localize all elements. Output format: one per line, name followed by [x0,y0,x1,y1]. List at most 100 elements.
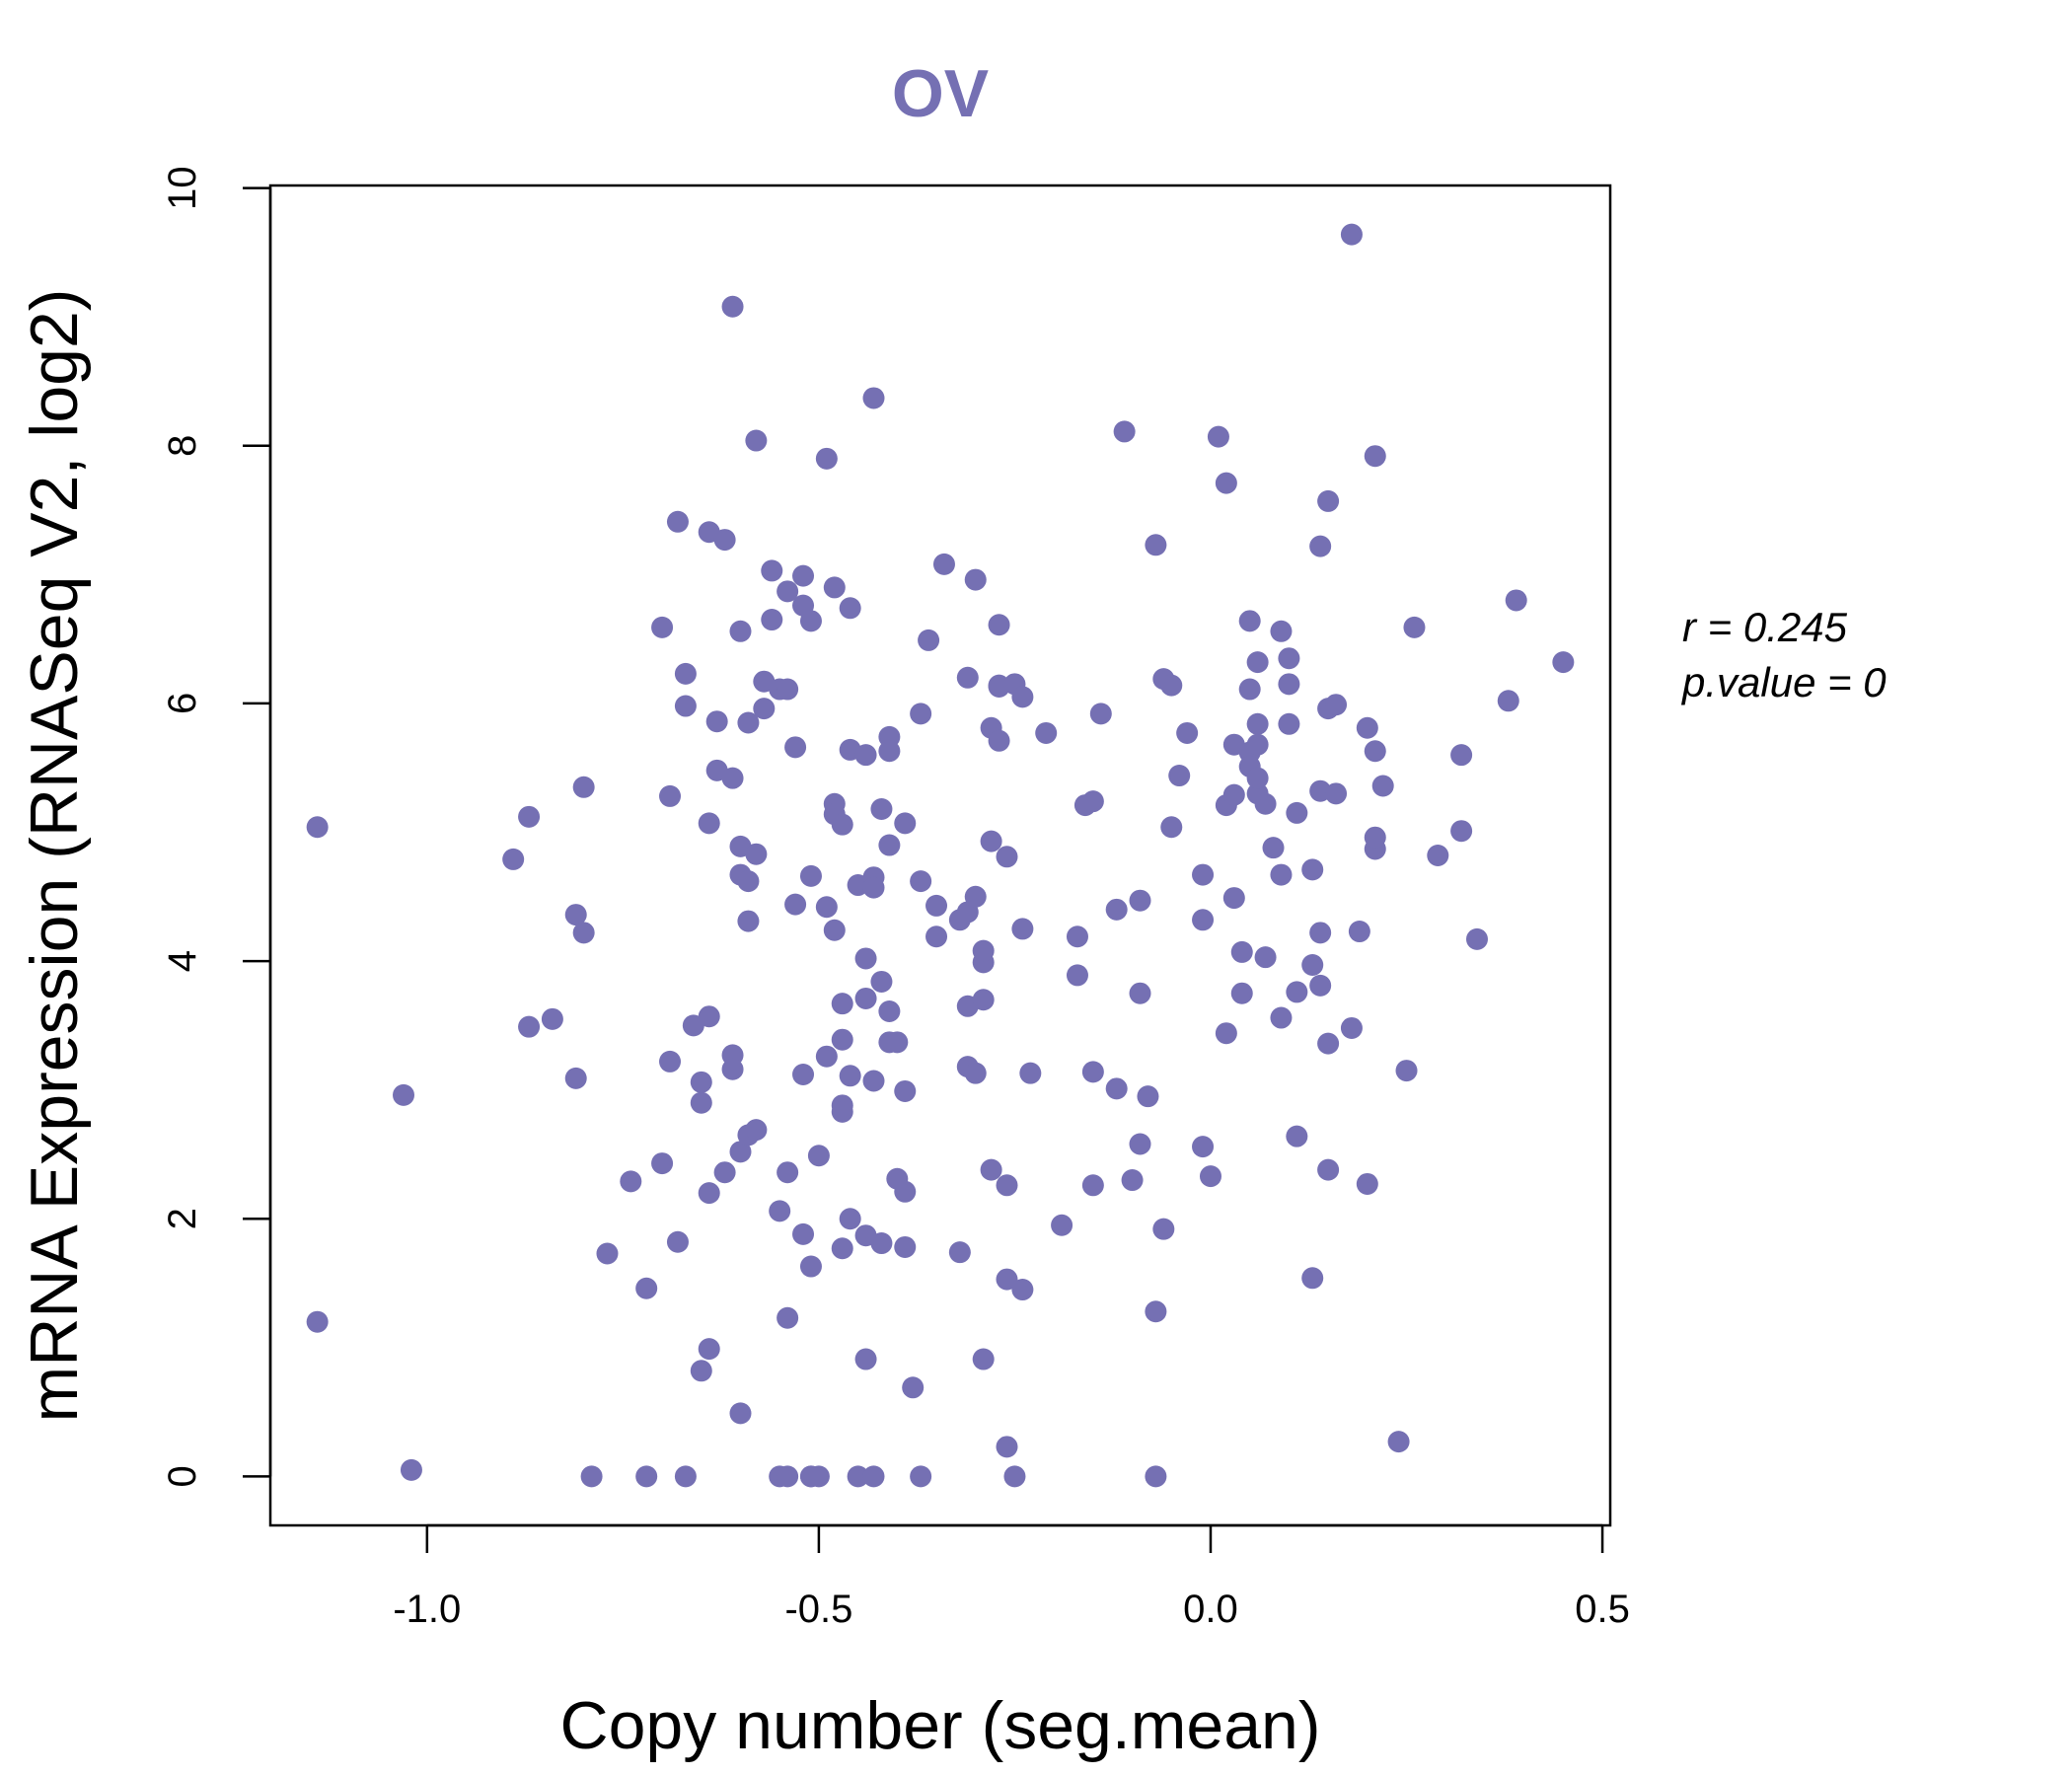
data-point [651,1152,674,1175]
data-point [1450,744,1473,767]
data-point [564,1067,587,1089]
data-point [878,740,901,763]
data-point [674,662,697,685]
data-point [792,1063,815,1085]
data-point [815,896,838,919]
data-point [1238,678,1261,701]
y-tick-label: 4 [161,950,204,972]
data-point [1066,925,1088,948]
data-point [1230,982,1253,1004]
data-point [1317,1158,1340,1181]
data-point [1238,610,1261,632]
data-point [1129,889,1151,912]
data-point [1129,982,1151,1004]
data-point [729,1141,752,1163]
y-tick-label: 8 [161,435,204,457]
data-point [1215,472,1237,494]
data-point [862,1070,885,1092]
data-point [870,1232,893,1255]
y-tick-label: 10 [161,166,204,210]
data-point [1035,721,1058,744]
data-point [1356,1172,1378,1195]
data-point [854,1348,877,1370]
data-point [1278,673,1300,696]
data-point [777,678,799,701]
data-point [1137,1085,1159,1108]
data-point [894,1235,917,1258]
data-point [666,510,689,533]
data-point [1192,1136,1215,1158]
data-point [1356,716,1378,739]
data-point [996,1436,1018,1458]
data-point [972,1348,995,1370]
data-point [1145,1465,1167,1488]
data-point [1246,651,1269,674]
data-point [823,919,846,941]
data-point [1364,826,1386,849]
data-point [878,834,901,856]
data-point [1465,927,1488,950]
data-point [721,1058,744,1080]
x-axis-title: Copy number (seg.mean) [559,1688,1320,1763]
data-point [1301,858,1324,881]
data-point [721,295,744,318]
data-point [564,904,587,926]
data-point [1270,863,1293,886]
data-point [956,666,979,689]
data-point [698,812,720,835]
data-point [777,580,799,603]
data-point [1340,223,1363,246]
data-point [1081,1061,1104,1083]
x-axis: -1.0 -0.5 0.0 0.5 [393,1523,1630,1631]
data-point [1309,922,1332,944]
data-point [1395,1060,1418,1082]
y-tick-label: 2 [161,1208,204,1229]
data-point [831,1237,853,1260]
data-point [1066,964,1088,987]
data-point [1145,534,1167,556]
data-point [1246,712,1269,735]
data-point [518,805,541,828]
x-tick-label: 0.5 [1575,1588,1630,1631]
data-point [894,1180,917,1203]
data-point [1301,953,1324,976]
data-point [792,1222,815,1245]
data-point [690,1091,712,1114]
data-point [729,620,752,642]
data-point [1427,845,1449,866]
y-axis: 0 2 4 6 8 10 [161,166,272,1488]
data-point [1192,863,1215,886]
data-point [1105,898,1128,921]
data-point [713,529,736,552]
data-point [1254,946,1277,969]
data-point [690,1071,712,1093]
data-point [596,1242,619,1265]
data-point [572,922,595,944]
data-point [674,1465,697,1488]
data-points [306,223,1575,1488]
data-point [1160,674,1183,697]
data-point [886,1031,909,1054]
data-point [1176,721,1199,744]
data-point [1129,1133,1151,1155]
data-point [854,947,877,970]
x-tick-label: -1.0 [393,1588,461,1631]
data-point [1497,690,1519,712]
data-point [698,1005,720,1028]
data-point [980,1158,1002,1181]
data-point [659,784,682,807]
data-point [737,910,760,932]
data-point [1317,489,1340,512]
data-point [721,767,744,789]
data-point [1121,1169,1144,1192]
data-point [1207,425,1229,448]
data-point [1286,1125,1308,1147]
data-point [1081,1174,1104,1197]
data-point [996,1174,1018,1197]
data-point [1325,782,1348,805]
y-tick-label: 0 [161,1465,204,1487]
data-point [1168,765,1191,787]
data-point [620,1170,642,1193]
data-point [831,1100,853,1123]
data-point [1505,589,1527,612]
